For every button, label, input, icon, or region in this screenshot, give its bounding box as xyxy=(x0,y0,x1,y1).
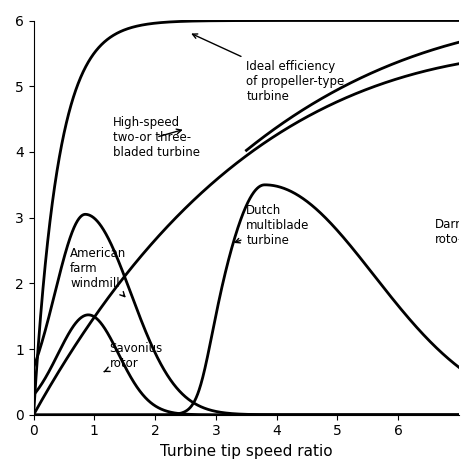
Text: American
farm
windmill: American farm windmill xyxy=(70,247,126,297)
Text: Darri-
roto-: Darri- roto- xyxy=(435,218,469,246)
Text: High-speed
two-or three-
bladed turbine: High-speed two-or three- bladed turbine xyxy=(113,116,200,159)
X-axis label: Turbine tip speed ratio: Turbine tip speed ratio xyxy=(160,444,333,459)
Text: Dutch
multiblade
turbine: Dutch multiblade turbine xyxy=(235,204,310,247)
Text: Ideal efficiency
of propeller-type
turbine: Ideal efficiency of propeller-type turbi… xyxy=(192,34,345,103)
Text: Savonius
rotor: Savonius rotor xyxy=(104,342,163,372)
